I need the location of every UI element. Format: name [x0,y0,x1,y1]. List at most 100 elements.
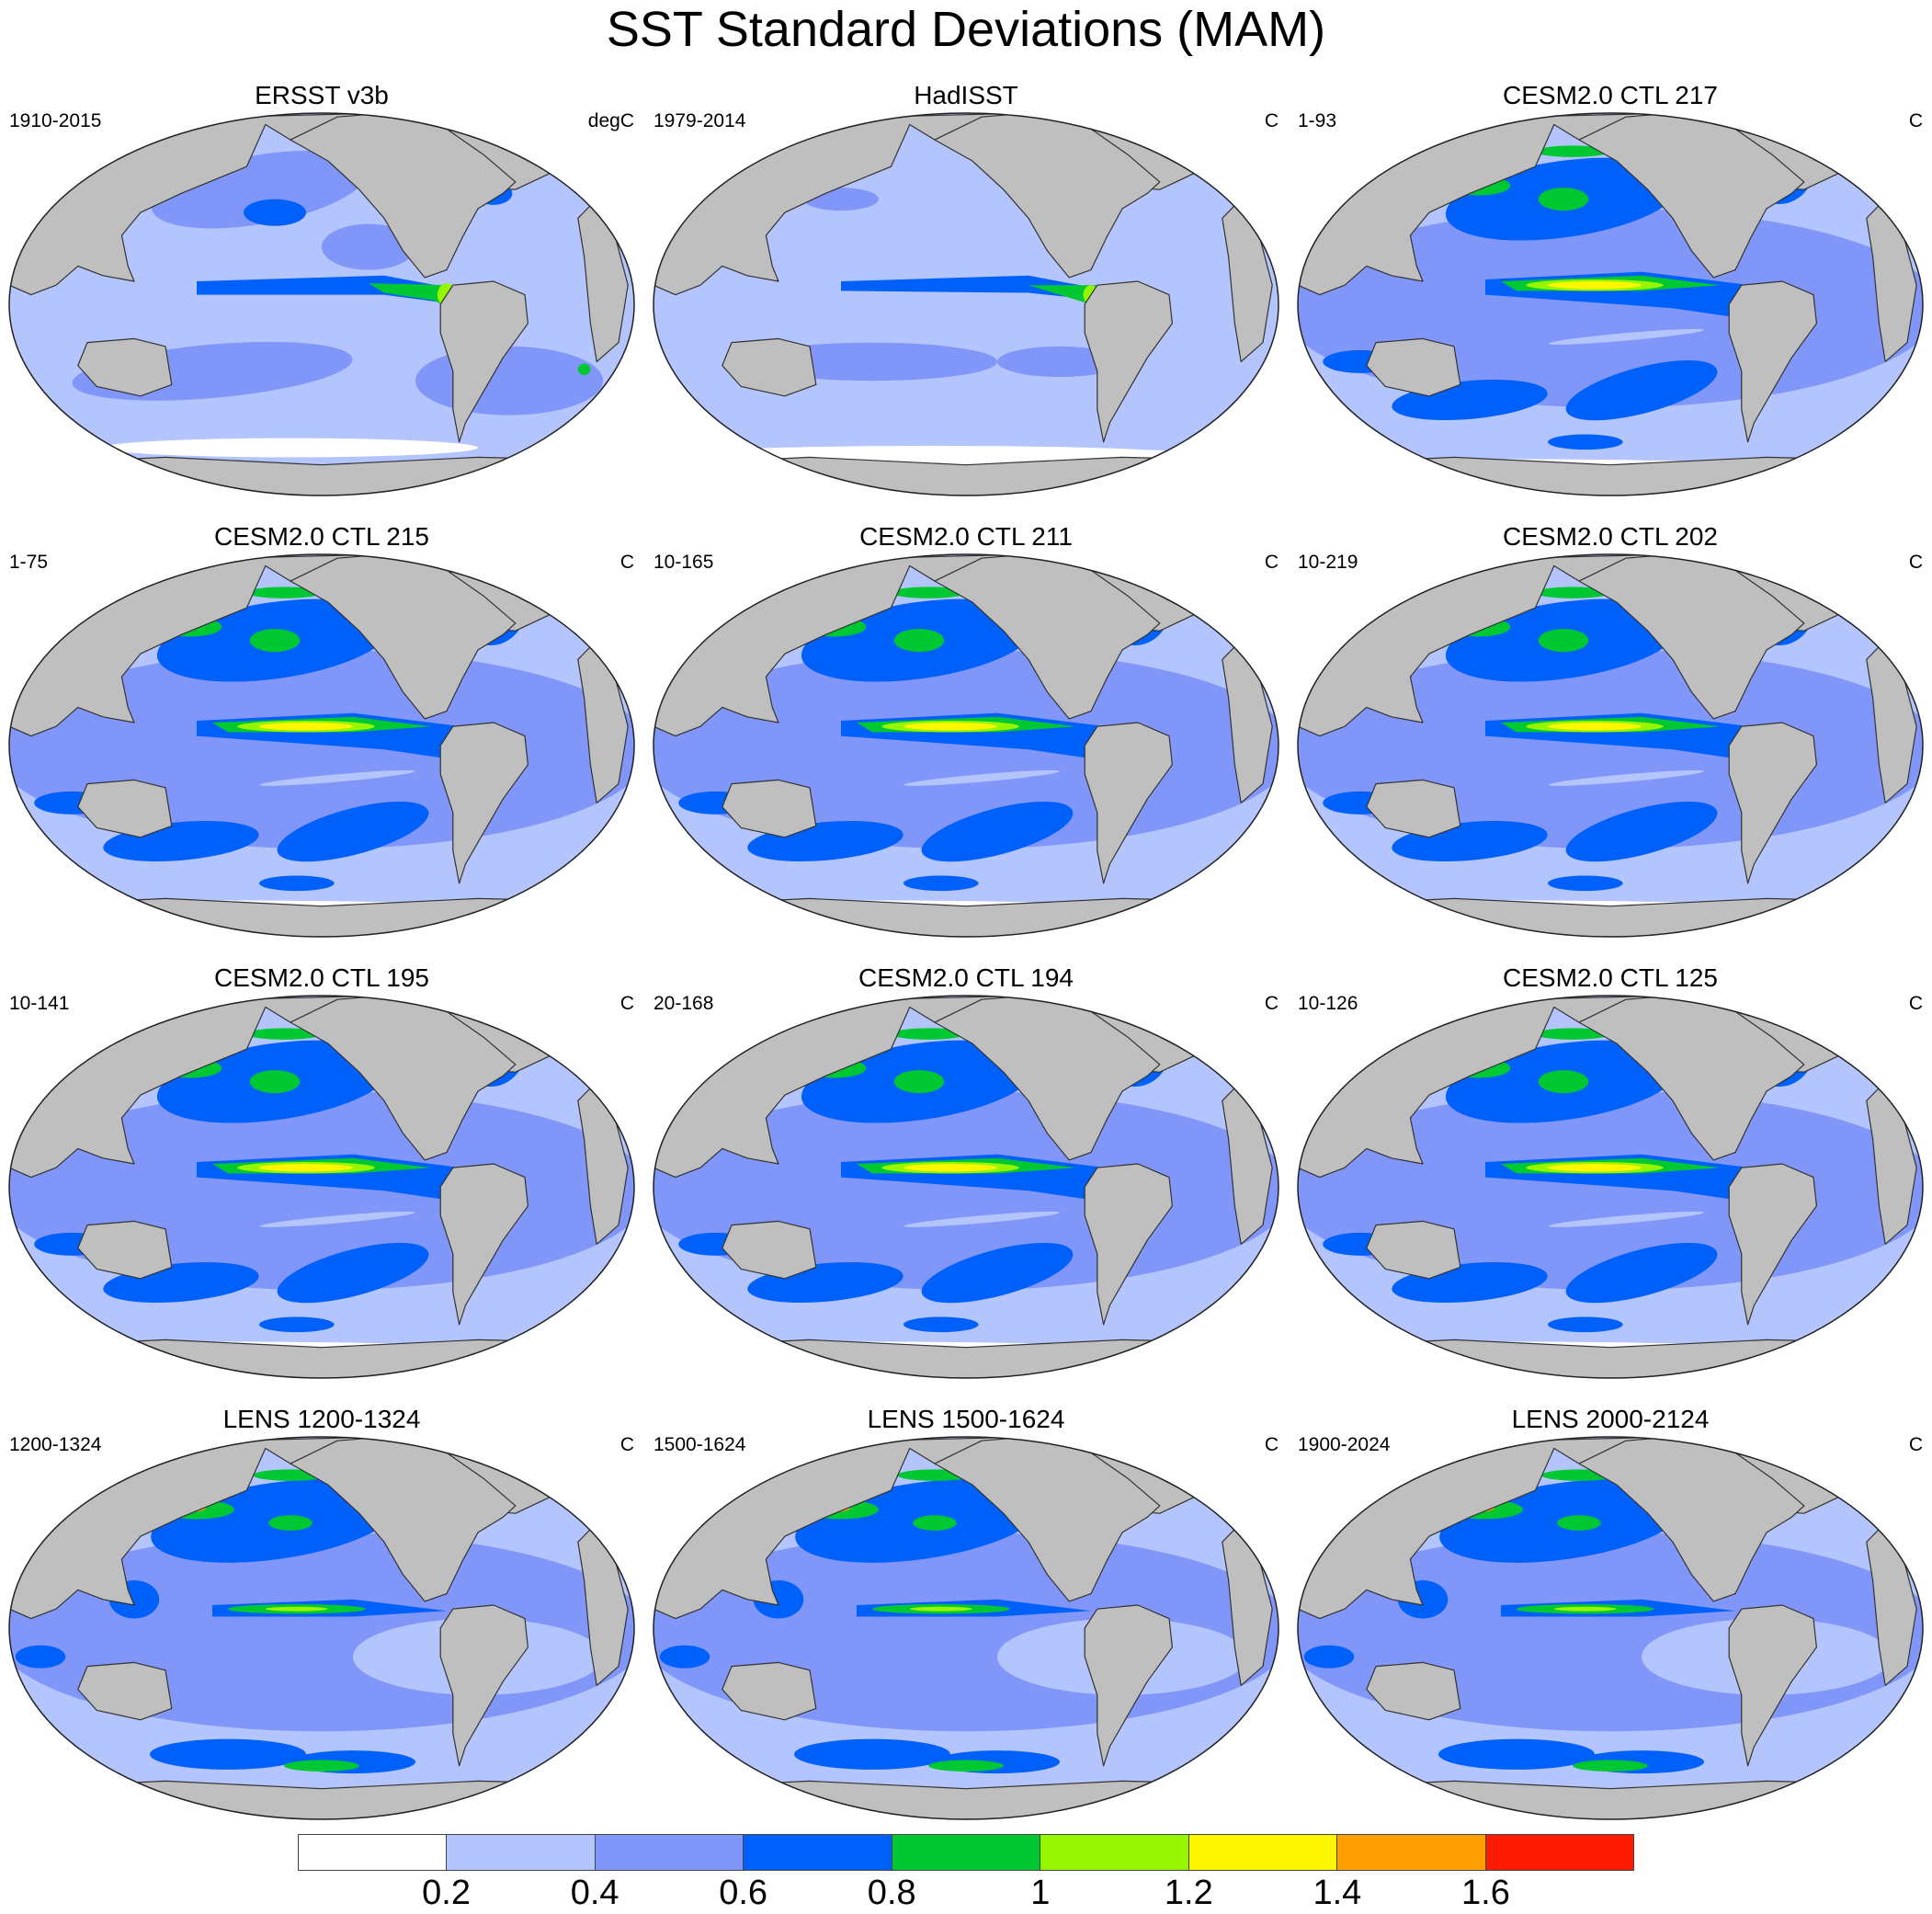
world-map [653,1436,1279,1820]
sst-contour-region [913,1515,957,1531]
sst-contour-region [15,1645,66,1669]
map-panel: CESM2.0 CTL 217 1-93 C [1289,81,1932,513]
sst-contour-region [1538,188,1589,211]
panel-period: 1979-2014 [653,110,746,131]
sst-contour-region [1548,723,1642,731]
land-samerica [1728,722,1818,884]
land-samerica [1084,722,1174,884]
colorbar-box [447,1835,596,1870]
map-outline [8,995,635,1379]
world-map [8,995,635,1379]
sst-contour-region [1438,1738,1595,1770]
panel-units: C [619,552,634,573]
sst-contour-region [1548,1211,1704,1227]
land-australia [1366,1661,1461,1721]
sst-contour-region [891,1028,966,1040]
world-map [8,1436,635,1820]
sst-contour-region [1535,145,1610,157]
panel-title: CESM2.0 CTL 211 [859,522,1073,551]
panel-units: C [1908,552,1923,573]
colorbar-box [1337,1835,1486,1870]
sst-contour-region [1538,1070,1589,1094]
panel-units: C [1908,1434,1923,1455]
land-samerica [439,1604,529,1767]
map-panel: ERSST v3b 1910-2015 degC [0,81,643,513]
land-samerica [439,722,529,884]
map-panel: CESM2.0 CTL 195 10-141 C [0,963,643,1396]
sst-contour-region [1548,328,1704,345]
land-australia [77,337,173,397]
sst-contour-region [1810,131,1824,141]
colorbar-box [892,1835,1041,1870]
colorbar-label: 1.6 [1461,1874,1510,1912]
sst-contour-region [1548,434,1623,450]
sst-contour-region [268,1515,313,1531]
panel-title: CESM2.0 CTL 194 [858,963,1074,992]
world-map [8,553,635,938]
sst-contour-region [265,1606,328,1612]
map-outline [653,1436,1279,1820]
map-outline [653,553,1279,938]
sst-contour-region [1548,769,1704,786]
panel-units: C [1908,110,1923,131]
sst-contour-region [903,1316,979,1333]
sst-contour-region [1573,1760,1648,1772]
sst-contour-region [1548,1316,1623,1333]
world-map [1297,553,1924,938]
colorbar [298,1834,1634,1871]
world-map [1297,1436,1924,1820]
panel-title: CESM2.0 CTL 202 [1503,522,1718,551]
sst-contour-region [909,1606,972,1612]
sst-contour-region [903,1211,1060,1227]
sst-contour-region [841,275,1101,301]
sst-contour-region [277,801,429,862]
colorbar-box [1040,1835,1189,1870]
sst-contour-region [244,199,306,226]
sst-contour-region [284,1760,359,1772]
sst-contour-region [322,223,415,270]
land-australia [1366,779,1461,838]
map-panel: HadISST 1979-2014 C [644,81,1288,513]
sst-contour-region [259,723,353,731]
colorbar-box [1485,1835,1633,1870]
sst-contour-region [1548,281,1642,290]
figure-title: SST Standard Deviations (MAM) [606,2,1326,57]
map-outline [8,112,635,496]
sst-contour-region [903,769,1060,786]
sst-contour-region [1810,1014,1824,1023]
panel-period: 1900-2024 [1298,1434,1391,1455]
land-australia [1366,1220,1461,1280]
panel-title: CESM2.0 CTL 217 [1503,81,1718,109]
map-panel: LENS 2000-2124 1900-2024 C [1289,1405,1932,1837]
land-australia [722,1220,817,1280]
world-map [653,995,1279,1379]
sst-contour-region [1303,1645,1355,1669]
map-outline [8,553,635,938]
land-samerica [439,280,529,443]
panel-units: C [1908,993,1923,1014]
world-map [653,112,1279,496]
panel-title: HadISST [914,81,1018,109]
sst-contour-region [1557,1515,1601,1531]
panel-period: 1910-2015 [9,110,102,131]
sst-contour-region [893,629,945,653]
colorbar-box [744,1835,892,1870]
sst-contour-region [277,1242,429,1304]
map-panel: LENS 1500-1624 1500-1624 C [644,1405,1288,1837]
panel-period: 1-75 [9,552,49,573]
sst-contour-region [1798,1011,1823,1033]
ocean-background [653,113,1279,496]
sst-contour-region [517,1457,527,1466]
sst-contour-region [1154,1011,1178,1033]
colorbar-box [299,1835,448,1870]
panel-period: 1200-1324 [9,1434,102,1455]
panel-title: CESM2.0 CTL 195 [214,963,429,992]
land-samerica [1084,1163,1174,1326]
colorbar-label: 1 [1030,1874,1051,1912]
colorbar-label: 0.6 [719,1874,768,1912]
panel-period: 20-168 [653,993,714,1014]
sst-contour-region [891,587,966,598]
sst-contour-region [1798,129,1823,151]
colorbar-box [595,1835,744,1870]
map-panel: LENS 1200-1324 1200-1324 C [0,1405,643,1837]
